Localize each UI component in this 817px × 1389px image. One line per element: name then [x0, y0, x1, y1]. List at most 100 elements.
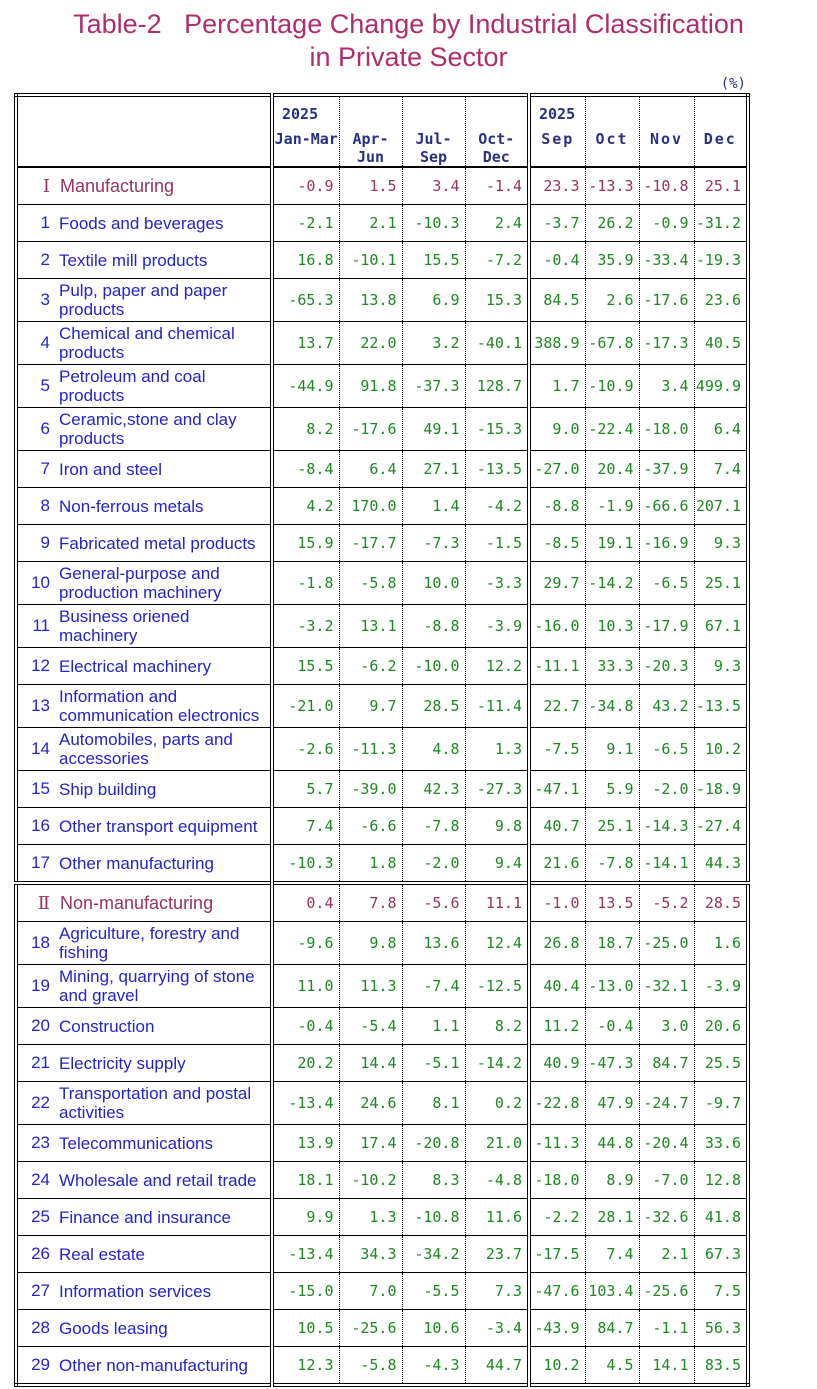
value-cell: -40.1	[464, 321, 529, 365]
value-cell: -43.9	[527, 1309, 585, 1347]
row-label-cell: 19 Mining, quarrying of stone and gravel	[16, 964, 272, 1008]
value-cell: 19.1	[584, 524, 639, 562]
value-cell: -7.2	[464, 241, 529, 279]
row-label: Pulp, paper and paper products	[59, 281, 228, 319]
value-cell: -37.9	[638, 450, 694, 488]
row-label: Foods and beverages	[59, 213, 224, 233]
table-row: 22 Transportation and postal activities -1…	[16, 1081, 748, 1125]
column-header-jul-sep: Jul-Sep	[401, 95, 465, 168]
value-cell: -39.0	[338, 770, 402, 808]
value-cell: 9.3	[693, 647, 748, 685]
value-cell: -17.3	[638, 321, 694, 365]
row-number: Ⅱ	[37, 892, 50, 914]
value-cell: 25.5	[693, 1044, 748, 1082]
row-number: 6	[40, 419, 50, 438]
value-cell: 8.2	[464, 1007, 529, 1045]
value-cell: -34.8	[584, 684, 639, 728]
value-cell: 8.9	[584, 1161, 639, 1199]
column-header-label: Dec	[703, 130, 737, 148]
table-row: 2 Textile mill products 16.8 -10.1 15.5 -7.2-…	[16, 241, 748, 279]
value-cell: -37.3	[401, 364, 465, 408]
row-label-cell: 24 Wholesale and retail trade	[16, 1161, 272, 1199]
value-cell: 29.7	[527, 561, 585, 605]
value-cell: -5.5	[401, 1272, 465, 1310]
value-cell: -3.7	[527, 204, 585, 242]
value-cell: 12.4	[464, 921, 529, 965]
table-row: 25 Finance and insurance 9.9 1.3 -10.8 11.6 -2…	[16, 1198, 748, 1236]
value-cell: 1.5	[338, 166, 402, 205]
value-cell: -15.0	[270, 1272, 339, 1310]
value-cell: -6.5	[638, 561, 694, 605]
row-number: 8	[40, 496, 50, 515]
row-label: Electricity supply	[59, 1053, 186, 1073]
value-cell: 7.4	[693, 450, 748, 488]
value-cell: 7.4	[584, 1235, 639, 1273]
table-row: 18 Agriculture, forestry and fishing -9.6 9…	[16, 921, 748, 965]
row-number: 21	[31, 1053, 50, 1072]
value-cell: 13.7	[270, 321, 339, 365]
value-cell: -13.0	[584, 964, 639, 1008]
row-label: Automobiles, parts and accessories	[59, 730, 233, 768]
value-cell: -22.8	[527, 1081, 585, 1125]
row-number: 12	[31, 656, 50, 675]
value-cell: 67.3	[693, 1235, 748, 1273]
value-cell: 44.8	[584, 1124, 639, 1162]
value-cell: 41.8	[693, 1198, 748, 1236]
row-number: Ⅰ	[42, 175, 50, 197]
value-cell: 27.1	[401, 450, 465, 488]
value-cell: -19.3	[693, 241, 748, 279]
row-label-cell: 7 Iron and steel	[16, 450, 272, 488]
row-label: Wholesale and retail trade	[59, 1170, 257, 1190]
table-row: 27 Information services -15.0 7.0 -5.5 7.3 -47…	[16, 1272, 748, 1310]
value-cell: -14.3	[638, 807, 694, 845]
row-number: 11	[32, 616, 50, 635]
value-cell: -10.2	[338, 1161, 402, 1199]
value-cell: 49.1	[401, 407, 465, 451]
value-cell: -3.4	[464, 1309, 529, 1347]
value-cell: -7.0	[638, 1161, 694, 1199]
value-cell: -6.2	[338, 647, 402, 685]
table-row: 11 Business oriened machinery -3.2 13.1 -8.8…	[16, 604, 748, 648]
row-label-cell: 27 Information services	[16, 1272, 272, 1310]
row-number: 15	[31, 779, 50, 798]
value-cell: -11.3	[527, 1124, 585, 1162]
row-label: General-purpose and production machinery	[59, 564, 222, 602]
value-cell: -14.2	[584, 561, 639, 605]
value-cell: -0.4	[584, 1007, 639, 1045]
value-cell: 12.2	[464, 647, 529, 685]
value-cell: 13.5	[584, 881, 639, 922]
value-cell: -20.3	[638, 647, 694, 685]
row-label: Non-manufacturing	[60, 892, 214, 913]
value-cell: 2.6	[584, 278, 639, 322]
table-row: 14 Automobiles, parts and accessories -2.6…	[16, 727, 748, 771]
value-cell: 42.3	[401, 770, 465, 808]
value-cell: 1.3	[338, 1198, 402, 1236]
value-cell: 2.4	[464, 204, 529, 242]
table-row: 28 Goods leasing 10.5 -25.6 10.6 -3.4 -43.9 84.…	[16, 1309, 748, 1347]
value-cell: -4.3	[401, 1346, 465, 1385]
value-cell: -12.5	[464, 964, 529, 1008]
value-cell: -33.4	[638, 241, 694, 279]
value-cell: -2.0	[401, 844, 465, 883]
value-cell: -3.9	[464, 604, 529, 648]
industry-table: 2025 Jan-Mar Apr-Jun Jul-Sep Oct-Dec 202…	[14, 93, 750, 1387]
row-label-cell: 11 Business oriened machinery	[16, 604, 272, 648]
value-cell: 3.4	[401, 166, 465, 205]
value-cell: 9.1	[584, 727, 639, 771]
value-cell: 28.5	[401, 684, 465, 728]
year-label: 2025	[539, 105, 576, 123]
row-number: 10	[31, 573, 50, 592]
value-cell: -1.4	[464, 166, 529, 205]
value-cell: 1.4	[401, 487, 465, 525]
value-cell: -18.0	[527, 1161, 585, 1199]
row-label-cell: 12 Electrical machinery	[16, 647, 272, 685]
value-cell: -11.3	[338, 727, 402, 771]
row-label: Petroleum and coal products	[59, 367, 206, 405]
value-cell: 11.1	[464, 881, 529, 922]
value-cell: -16.0	[527, 604, 585, 648]
column-header-oct: Oct	[584, 95, 639, 168]
table-row: 3 Pulp, paper and paper products -65.3 13.8…	[16, 278, 748, 322]
value-cell: 0.4	[270, 881, 339, 922]
header-row: 2025 Jan-Mar Apr-Jun Jul-Sep Oct-Dec 202…	[16, 95, 748, 168]
value-cell: -2.1	[270, 204, 339, 242]
